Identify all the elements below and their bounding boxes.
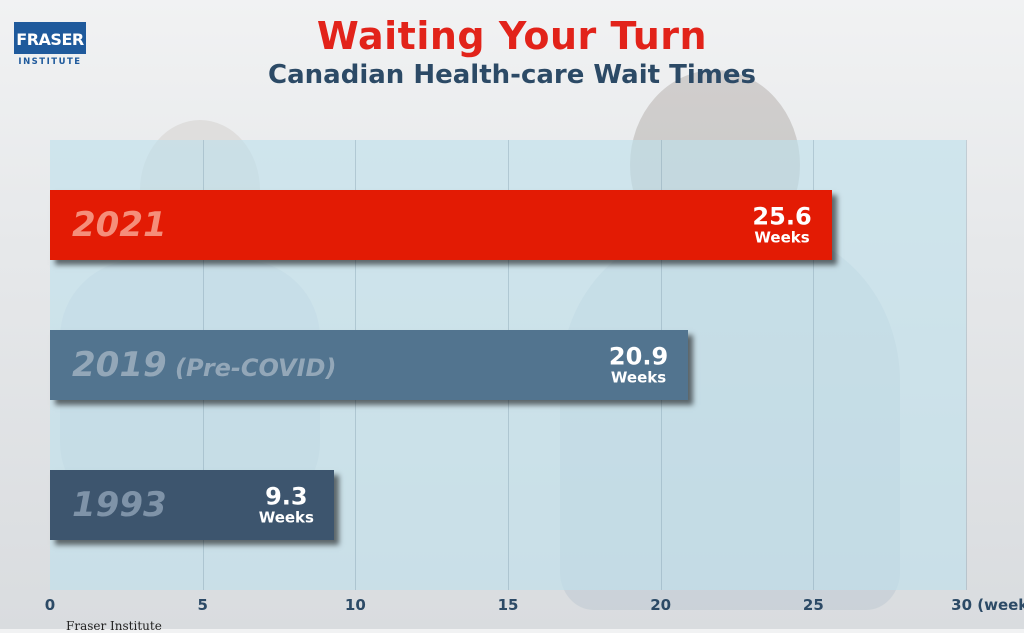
bar-category-label: 2021 [72,205,167,245]
bar-value-number: 20.9 [608,342,669,371]
bar-1993: 1993 9.3 Weeks [50,470,334,540]
bar-year-label: 2019 [72,345,167,385]
bar-value-label: 25.6 Weeks [752,205,811,246]
x-tick-label: 5 [197,596,208,614]
x-tick-label: 15 [497,596,519,614]
bar-value-unit: Weeks [258,508,314,527]
bar-2019: 2019 (Pre-COVID) 20.9 Weeks [50,330,689,400]
bar-value-number: 25.6 [752,202,812,231]
bar-value-unit: Weeks [610,368,667,387]
bar-value-label: 20.9 Weeks [609,345,668,386]
chart-subtitle: Canadian Health-care Wait Times [268,60,756,90]
bar-2021: 2021 25.6 Weeks [50,190,832,260]
bar-value-label: 9.3 Weeks [259,485,314,526]
bar-value-number: 9.3 [265,482,308,511]
grid-line [966,140,967,590]
logo-wordmark: FRASER [14,22,86,54]
chart-title: Waiting Your Turn [316,14,708,58]
x-tick-label: 30 (weeks) [951,596,1024,614]
fraser-institute-logo: FRASER INSTITUTE [14,22,86,67]
x-tick-label: 25 [802,596,824,614]
x-tick-label: 0 [44,596,56,614]
x-tick-label: 20 [650,596,672,614]
bar-year-label: 2021 [72,205,167,245]
footer-source: Fraser Institute [66,619,162,633]
grid-line [813,140,815,590]
logo-subtitle: INSTITUTE [18,57,82,67]
bar-category-label: 2019 (Pre-COVID) [72,345,336,385]
bar-label-suffix: (Pre-COVID) [166,354,337,382]
bar-value-unit: Weeks [754,228,810,247]
bar-year-label: 1993 [72,485,167,525]
x-tick-label: 10 [344,596,366,614]
bar-category-label: 1993 [72,485,167,525]
